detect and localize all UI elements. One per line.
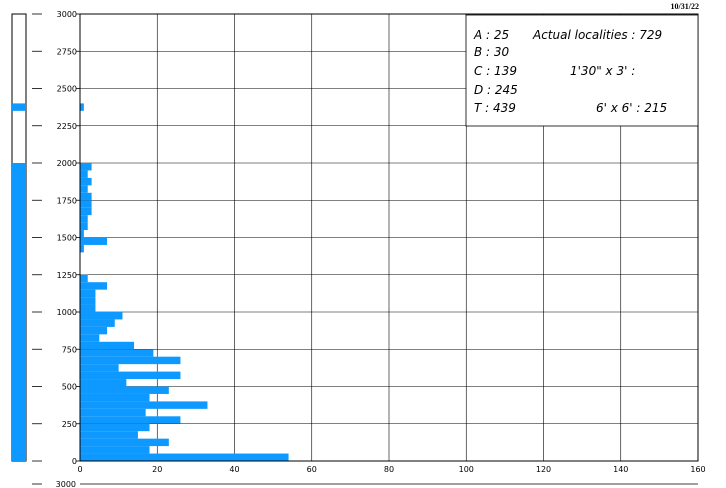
bar: [80, 356, 181, 365]
bar: [80, 386, 169, 394]
bar: [80, 177, 92, 186]
bar: [80, 408, 146, 417]
bar: [80, 185, 88, 193]
bar: [80, 334, 100, 342]
x-tick-label: 0: [77, 465, 82, 474]
x-tick-label: 120: [536, 465, 551, 474]
legend-box: A : 25 B : 30 C : 139 D : 245 T : 439 Ac…: [465, 14, 699, 127]
bar: [80, 453, 289, 461]
bar: [80, 423, 150, 432]
bar: [80, 289, 96, 298]
legend-grid-large: 6' x 6' : 215: [596, 101, 667, 115]
y-tick-label: 2750: [57, 47, 77, 56]
bar: [80, 312, 123, 320]
side-strip: [11, 13, 27, 462]
bar: [80, 416, 181, 424]
bar: [80, 215, 88, 223]
y-tick-label: 2500: [57, 85, 77, 94]
bar: [80, 230, 84, 238]
legend-grid-small: 1'30" x 3' :: [570, 64, 635, 78]
bar: [80, 170, 88, 178]
y-tick-label: 3000: [57, 10, 77, 19]
legend-row-b: B : 30: [474, 45, 510, 59]
bar: [80, 326, 108, 335]
y-tick-label: 750: [62, 345, 77, 354]
bar: [80, 349, 154, 357]
bar: [80, 379, 127, 387]
bar: [80, 192, 92, 201]
bar: [80, 222, 88, 231]
x-tick-label: 40: [229, 465, 239, 474]
y-tick-label: 1250: [57, 271, 77, 280]
legend-row-t: T : 439: [474, 101, 516, 115]
x-tick-label: 140: [613, 465, 628, 474]
bar: [80, 103, 84, 111]
bar: [80, 282, 108, 290]
legend-row-d: D : 245: [474, 83, 518, 97]
y-tick-label: 1500: [57, 234, 77, 243]
bar: [80, 341, 135, 350]
y-tick-label: 250: [62, 420, 77, 429]
legend-actual-localities: Actual localities : 729: [532, 28, 662, 42]
bar: [80, 304, 96, 312]
footer-panel: 3000: [32, 480, 698, 488]
side-strip-ranges: [12, 103, 26, 461]
y-tick-label: 0: [72, 457, 77, 466]
y-axis-ticks: 0 250 500 750 1000 1250 1500 1750 2000 2250 2500 27…: [32, 10, 80, 466]
bars: [80, 103, 289, 461]
legend-row-c: C : 139: [474, 64, 517, 78]
date-label: 10/31/22: [671, 2, 699, 11]
bar: [80, 207, 92, 216]
y-tick-label: 2000: [57, 159, 77, 168]
side-strip-range: [12, 103, 26, 111]
bar: [80, 200, 92, 208]
y-tick-label: 1000: [57, 308, 77, 317]
bar: [80, 319, 115, 327]
x-tick-label: 60: [307, 465, 317, 474]
bar: [80, 431, 138, 439]
x-axis-ticks: 0 20 40 60 80 100 120 140 160: [77, 465, 705, 474]
x-tick-label: 100: [459, 465, 474, 474]
bar: [80, 401, 208, 409]
y-tick-label: 2250: [57, 122, 77, 131]
legend-row-a: A : 25: [473, 28, 509, 42]
bar: [80, 446, 150, 454]
bar: [80, 393, 150, 402]
side-strip-range: [12, 163, 26, 461]
bar: [80, 244, 84, 253]
y-tick-label: 500: [62, 383, 77, 392]
x-tick-label: 20: [152, 465, 162, 474]
bar: [80, 371, 181, 380]
bar: [80, 237, 108, 245]
footer-tick-label: 3000: [56, 480, 76, 488]
bar: [80, 274, 88, 283]
legend-box-frame: [465, 14, 699, 127]
x-tick-label: 80: [384, 465, 394, 474]
y-tick-label: 1750: [57, 196, 77, 205]
bar: [80, 364, 119, 372]
bar: [80, 438, 169, 447]
x-tick-label: 160: [690, 465, 705, 474]
bar: [80, 163, 92, 171]
bar: [80, 297, 96, 305]
